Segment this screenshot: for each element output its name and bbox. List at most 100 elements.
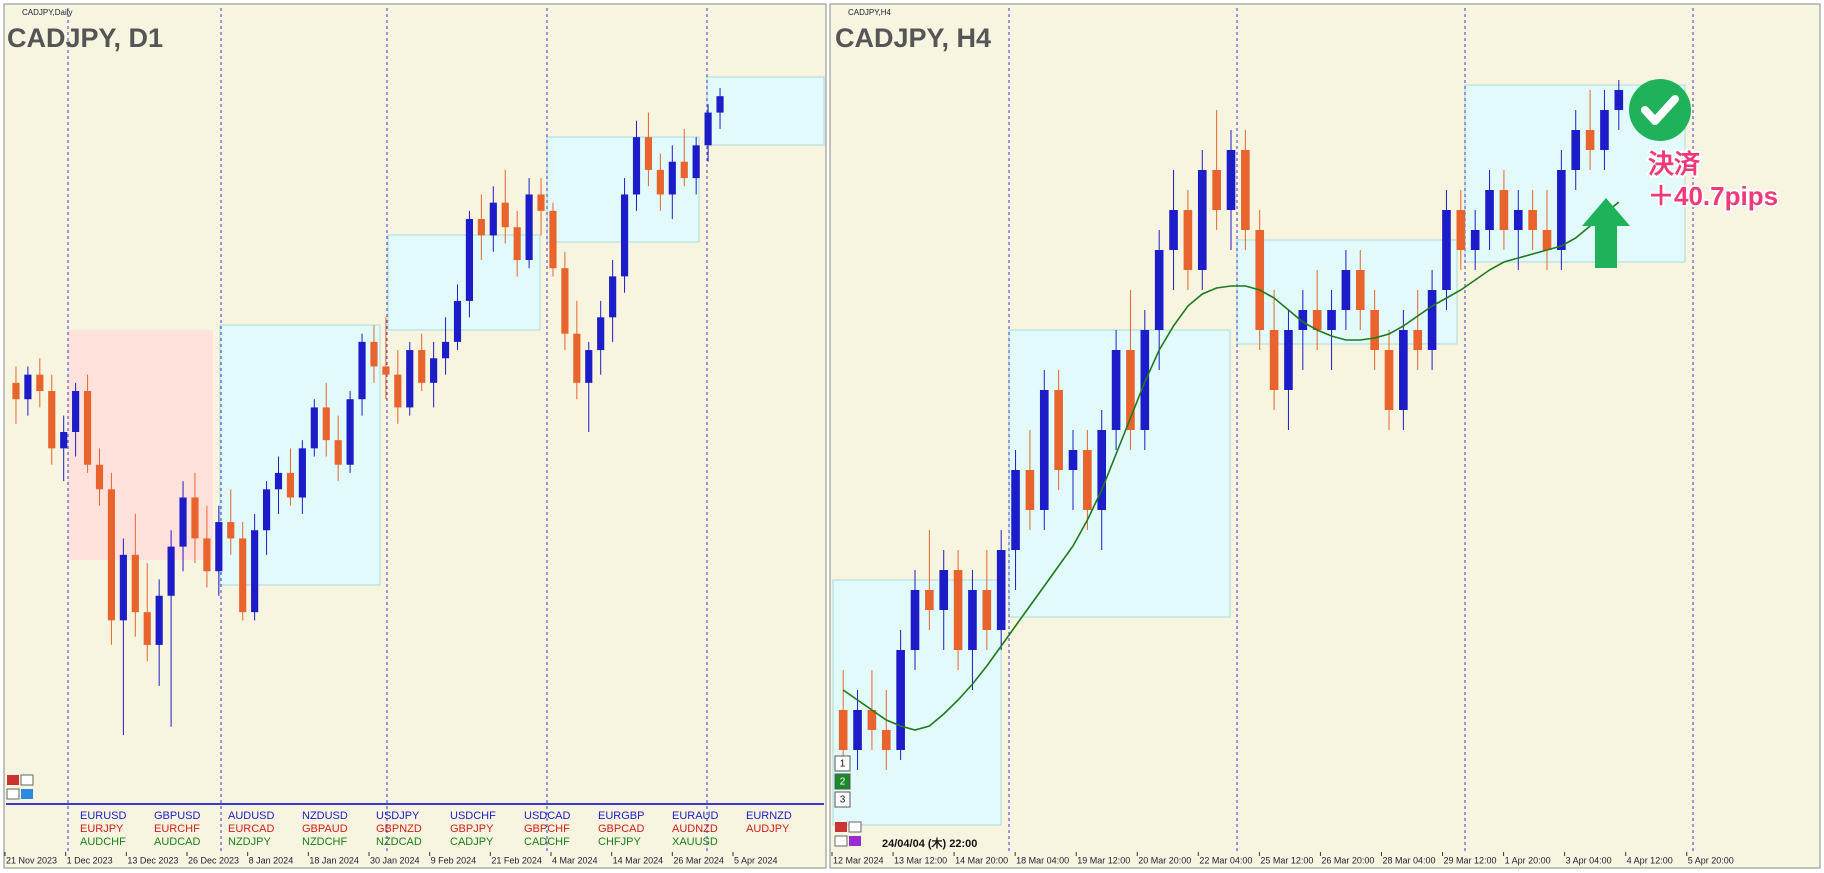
symbol-link[interactable]: AUDCHF <box>80 836 126 848</box>
candle-body <box>656 169 664 195</box>
timeframe-button[interactable] <box>834 773 851 790</box>
symbol-link[interactable]: GBPNZD <box>376 823 422 835</box>
symbol-link[interactable]: NZDCAD <box>376 836 422 848</box>
button[interactable] <box>20 774 34 786</box>
button[interactable] <box>21 789 33 799</box>
timeframe-button[interactable] <box>834 791 851 808</box>
symbol-link[interactable]: GBPJPY <box>450 823 494 835</box>
check-icon <box>1641 95 1679 125</box>
candle-body <box>274 472 283 490</box>
symbol-link[interactable]: CADJPY <box>450 836 494 848</box>
candle-body <box>24 374 32 400</box>
x-tick-label: 29 Mar 12:00 <box>1444 855 1497 865</box>
candle-body <box>1614 90 1624 110</box>
x-tick-label: 1 Apr 20:00 <box>1505 855 1551 865</box>
candle-body <box>1011 470 1020 550</box>
symbol-link[interactable]: GBPCAD <box>598 823 645 835</box>
symbol-link[interactable]: GBPAUD <box>302 823 348 835</box>
candle-body <box>60 431 68 449</box>
symbol-link[interactable]: XAUUSD <box>672 836 718 848</box>
zone <box>706 76 825 146</box>
candle-body <box>896 650 905 750</box>
candle-body <box>298 448 306 498</box>
symbol-link[interactable]: NZDJPY <box>228 836 271 848</box>
candle-body <box>704 112 712 146</box>
candle-body <box>406 350 414 408</box>
zone <box>68 330 213 560</box>
candle-body <box>1269 330 1279 390</box>
candle-body <box>1600 110 1609 150</box>
window-buttons[interactable] <box>6 774 862 847</box>
candle-body <box>525 194 533 260</box>
candle-body <box>1470 230 1480 250</box>
symbol-link[interactable]: NZDCHF <box>302 836 347 848</box>
timeframe-button[interactable] <box>834 755 851 772</box>
candle-body <box>853 710 862 750</box>
x-tick-label: 20 Mar 20:00 <box>1138 855 1191 865</box>
candle-body <box>167 546 175 596</box>
candle-body <box>537 194 545 211</box>
x-tick-label: 14 Mar 20:00 <box>955 855 1008 865</box>
annotation-result: ＋40.7pips <box>1648 181 1778 211</box>
candle-body <box>925 590 934 610</box>
button[interactable] <box>849 836 861 846</box>
candle-body <box>1571 130 1581 170</box>
candle-body <box>322 407 330 441</box>
symbol-link[interactable]: AUDJPY <box>746 823 790 835</box>
caption: CADJPY,Daily <box>22 8 73 17</box>
candle-body <box>716 96 724 113</box>
candle-body <box>585 350 593 383</box>
candle-body <box>1126 350 1135 430</box>
symbol-link[interactable]: EURCHF <box>154 823 200 835</box>
symbol-link[interactable]: EURNZD <box>746 810 792 822</box>
candle-body <box>191 497 199 539</box>
candle-body <box>668 161 676 195</box>
candle-body <box>286 472 295 498</box>
symbol-link[interactable]: NZDUSD <box>302 810 348 822</box>
candle-body <box>1413 330 1423 350</box>
symbol-link[interactable]: EURAUD <box>672 810 719 822</box>
symbol-link[interactable]: USDCHF <box>450 810 496 822</box>
candle-body <box>1154 250 1164 330</box>
candle-body <box>939 570 949 610</box>
candle-body <box>1427 290 1437 350</box>
x-tick-label: 8 Jan 2024 <box>249 855 294 865</box>
button[interactable] <box>7 775 19 785</box>
symbol-link[interactable]: AUDNZD <box>672 823 718 835</box>
symbol-link[interactable]: CADCHF <box>524 836 570 848</box>
candle-body <box>72 391 80 432</box>
symbol-link[interactable]: EURUSD <box>80 810 127 822</box>
candle-body <box>465 219 474 301</box>
button[interactable] <box>835 822 847 832</box>
candle-body <box>501 202 509 228</box>
symbol-link[interactable]: CHFJPY <box>598 836 641 848</box>
symbol-link[interactable]: GBPCHF <box>524 823 570 835</box>
symbol-link[interactable]: USDCAD <box>524 810 571 822</box>
candle-body <box>549 210 557 269</box>
symbol-link[interactable]: EURGBP <box>598 810 644 822</box>
candle-body <box>996 550 1006 630</box>
x-tick-label: 21 Nov 2023 <box>6 855 57 865</box>
timeframe-label: 2 <box>840 777 846 788</box>
candle-body <box>48 391 56 449</box>
symbol-link[interactable]: GBPUSD <box>154 810 201 822</box>
candle-body <box>1384 350 1394 410</box>
symbol-link[interactable]: AUDUSD <box>228 810 275 822</box>
candle-body <box>107 489 116 621</box>
button[interactable] <box>848 821 862 833</box>
symbol-link[interactable]: EURCAD <box>228 823 275 835</box>
candle-body <box>1097 430 1107 510</box>
candle-body <box>1197 170 1207 270</box>
x-tick-label: 30 Jan 2024 <box>370 855 420 865</box>
candle-body <box>95 464 104 490</box>
symbol-link[interactable]: AUDCAD <box>154 836 201 848</box>
candle-body <box>867 710 877 730</box>
candle-body <box>1025 470 1035 510</box>
candle-body <box>346 399 354 465</box>
symbol-link[interactable]: USDJPY <box>376 810 420 822</box>
candle-body <box>155 595 163 645</box>
button[interactable] <box>834 835 848 847</box>
button[interactable] <box>6 788 20 800</box>
symbol-link[interactable]: EURJPY <box>80 823 124 835</box>
candle-body <box>1226 150 1236 210</box>
